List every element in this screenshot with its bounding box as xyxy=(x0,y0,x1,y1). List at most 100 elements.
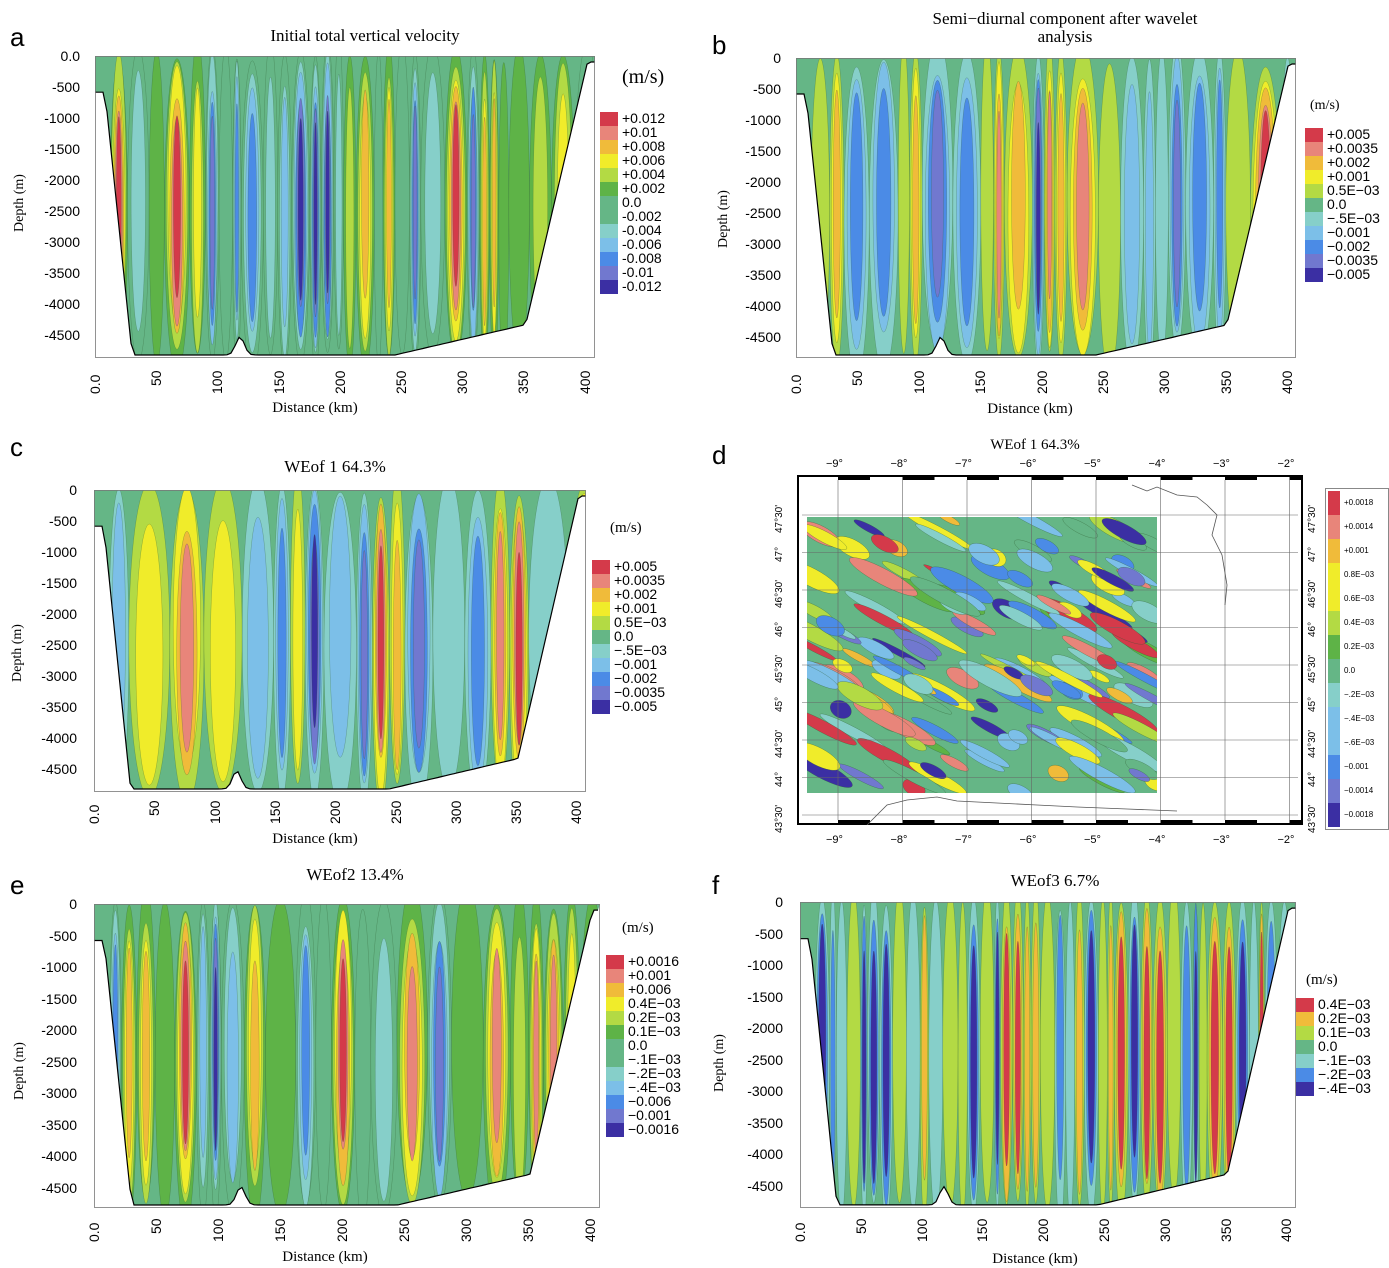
legend-swatch xyxy=(1328,539,1340,563)
contour-band xyxy=(1117,936,1125,1170)
contour-band xyxy=(393,539,402,771)
contour-band xyxy=(1098,902,1108,1205)
map-border-tick xyxy=(1096,475,1128,480)
contour-band xyxy=(126,947,133,1158)
map-border-tick xyxy=(838,820,870,825)
contour-band xyxy=(280,97,289,328)
contour-band xyxy=(311,534,318,728)
legend-swatch xyxy=(606,983,624,997)
panel-title: WEof3 6.7% xyxy=(1010,871,1100,890)
legend-label: −0.005 xyxy=(1327,266,1371,282)
panel-title: WEof 1 64.3% xyxy=(284,457,386,476)
contour-band xyxy=(292,508,303,771)
contour-band xyxy=(297,118,304,301)
latitude-tick-label: 43°30' xyxy=(1307,804,1318,833)
contour-band xyxy=(861,950,867,1184)
legend-label: +0.0035 xyxy=(1327,140,1378,156)
legend-swatch xyxy=(1328,611,1340,635)
contour-band xyxy=(1155,58,1169,355)
contour-band xyxy=(980,58,994,352)
contour-band xyxy=(1266,920,1276,1187)
x-tick-label: 200 xyxy=(1033,370,1050,394)
contour-band xyxy=(1259,931,1264,1165)
y-tick-label: -3500 xyxy=(41,699,77,715)
unit-label: (m/s) xyxy=(622,920,654,936)
map-contour-blob xyxy=(807,524,848,550)
legend-label: +0.008 xyxy=(622,138,666,154)
legend-swatch xyxy=(592,658,610,672)
legend-label: -0.01 xyxy=(622,264,654,280)
map-plot xyxy=(797,475,1303,825)
x-tick-label: 0.0 xyxy=(792,1222,808,1242)
legend-label: +0.005 xyxy=(614,558,658,574)
y-tick-label: -1500 xyxy=(745,143,781,159)
contour-band xyxy=(374,938,393,1202)
legend-swatch xyxy=(1328,731,1340,755)
contour-band xyxy=(1032,922,1040,1188)
y-tick-label: -1500 xyxy=(44,141,80,157)
y-tick-label: -2500 xyxy=(747,1051,783,1068)
contour-band xyxy=(568,490,586,789)
legend-label: −.4E−03 xyxy=(628,1079,681,1095)
longitude-tick-label: −9° xyxy=(826,458,843,470)
x-tick-label: 150 xyxy=(272,1218,288,1242)
contour-band xyxy=(182,960,189,1145)
legend-label: +0.0014 xyxy=(1344,522,1374,531)
map-contour-blob xyxy=(1101,518,1147,546)
contour-band xyxy=(247,113,257,323)
x-axis-label: Distance (km) xyxy=(987,401,1073,417)
legend-swatch xyxy=(1328,779,1340,803)
map-border-tick xyxy=(1160,820,1193,825)
map-contour-blob xyxy=(830,700,852,719)
legend-swatch xyxy=(606,1123,624,1137)
legend-label: −.6E−03 xyxy=(1344,738,1375,747)
y-tick-label: 0 xyxy=(775,894,783,910)
map-contour-blob xyxy=(832,658,853,673)
legend-swatch xyxy=(600,238,618,252)
longitude-tick-label: −7° xyxy=(955,834,972,846)
legend-swatch xyxy=(606,955,624,969)
latitude-tick-label: 46°30' xyxy=(1307,579,1318,608)
seabed-line xyxy=(94,909,598,1206)
contour-band xyxy=(394,56,410,355)
contour-band xyxy=(218,56,233,355)
legend-swatch xyxy=(600,168,618,182)
contour-band xyxy=(193,87,202,318)
x-tick-label: 300 xyxy=(1156,370,1173,394)
contour-band xyxy=(567,933,577,1165)
legend-label: +0.001 xyxy=(614,600,658,616)
legend-label: -0.006 xyxy=(622,236,662,252)
latitude-tick-label: 46° xyxy=(774,621,785,637)
plot-frame xyxy=(95,56,595,358)
contour-band xyxy=(836,902,848,1205)
contour-band xyxy=(424,72,441,335)
legend-entry: +0.001 xyxy=(1328,539,1384,563)
contour-band xyxy=(1193,951,1198,1185)
x-tick-label: 100 xyxy=(206,800,223,824)
y-tick-label: -4000 xyxy=(41,730,77,746)
y-tick-label: -2000 xyxy=(747,1020,783,1036)
contour-band xyxy=(265,76,276,339)
y-tick-label: -2500 xyxy=(745,205,781,221)
legend-swatch xyxy=(1296,998,1314,1012)
legend-label: −0.006 xyxy=(628,1093,672,1109)
y-tick-label: -2000 xyxy=(44,172,80,188)
legend-swatch xyxy=(1328,635,1340,659)
contour-band xyxy=(1076,102,1090,311)
contour-band xyxy=(533,960,539,1156)
legend-label: −0.0016 xyxy=(628,1121,679,1137)
x-tick-label: 250 xyxy=(393,370,409,394)
legend-label: 0.2E−03 xyxy=(628,1009,681,1025)
longitude-tick-label: −3° xyxy=(1213,834,1230,846)
map-border-tick xyxy=(1225,820,1257,825)
map-border-tick xyxy=(1160,475,1193,480)
x-tick-label: 400 xyxy=(1278,1218,1295,1242)
coastline xyxy=(1131,484,1228,606)
legend-swatch xyxy=(1305,128,1323,142)
map-contour-blob xyxy=(1051,680,1082,699)
seabed-line xyxy=(796,63,1296,356)
legend-swatch xyxy=(1305,240,1323,254)
contour-band xyxy=(361,89,370,299)
x-tick-label: 50 xyxy=(849,370,866,386)
contour-band xyxy=(1076,929,1083,1195)
